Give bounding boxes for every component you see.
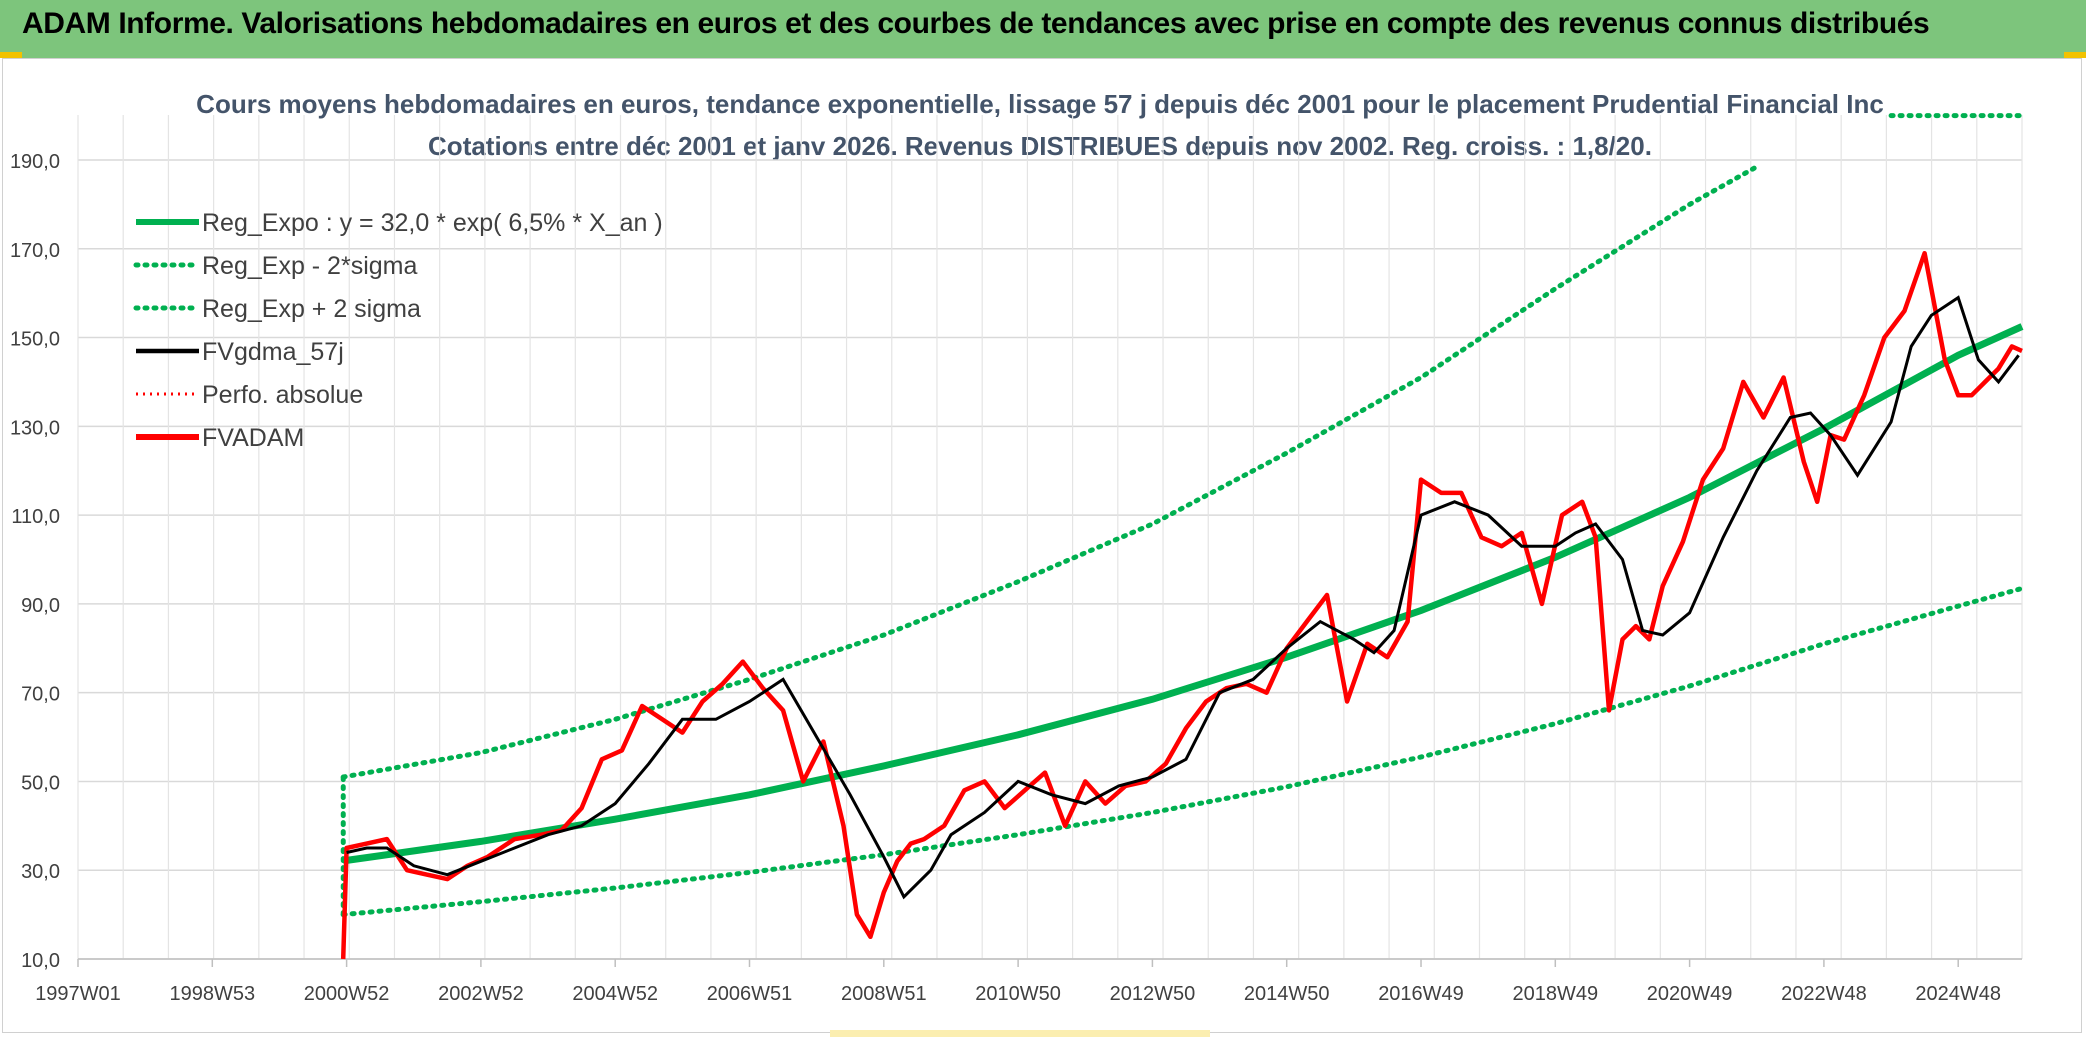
y-tick-label: 150,0 xyxy=(10,329,60,351)
report-title: ADAM Informe. Valorisations hebdomadaire… xyxy=(22,7,1930,40)
banner-accent-left xyxy=(0,52,22,58)
legend-label-smooth: FVgdma_57j xyxy=(202,338,344,366)
x-tick-label: 2004W52 xyxy=(572,983,658,1005)
bottom-accent xyxy=(830,1030,1210,1037)
x-tick-label: 2022W48 xyxy=(1781,983,1867,1005)
y-tick-label: 170,0 xyxy=(10,240,60,262)
legend-label-reg: Reg_Expo : y = 32,0 * exp( 6,5% * X_an ) xyxy=(202,209,663,237)
x-tick-label: 2000W52 xyxy=(304,983,390,1005)
title-banner: ADAM Informe. Valorisations hebdomadaire… xyxy=(0,0,2086,58)
chart-title: Cours moyens hebdomadaires en euros, ten… xyxy=(196,89,1884,119)
x-tick-label: 2006W51 xyxy=(707,983,793,1005)
legend-label-high: Reg_Exp + 2 sigma xyxy=(202,295,421,323)
x-tick-label: 2010W50 xyxy=(975,983,1061,1005)
series-low xyxy=(340,585,2025,918)
y-tick-label: 110,0 xyxy=(11,506,60,528)
y-tick-label: 10,0 xyxy=(21,950,60,972)
y-tick-label: 70,0 xyxy=(21,684,60,706)
chart-subtitle: Cotations entre déc 2001 et janv 2026. R… xyxy=(428,131,1652,161)
series-fvadam xyxy=(340,250,2023,960)
y-tick-label: 190,0 xyxy=(10,151,60,173)
banner-accent-right xyxy=(2064,52,2086,58)
x-tick-label: 2016W49 xyxy=(1378,983,1464,1005)
x-tick-label: 2012W50 xyxy=(1110,983,1196,1005)
legend-label-low: Reg_Exp - 2*sigma xyxy=(202,252,417,280)
axes: 10,0 30,0 50,0 70,0 90,0 110,0 130,0 150,0 170,0… xyxy=(10,151,2022,1005)
series-layer xyxy=(340,113,2025,960)
y-tick-label: 30,0 xyxy=(21,861,60,883)
x-tick-label: 2020W49 xyxy=(1647,983,1733,1005)
series-high xyxy=(340,164,1760,780)
x-tick-label: 2014W50 xyxy=(1244,983,1330,1005)
y-tick-label: 130,0 xyxy=(10,417,60,439)
legend-label-fvadam: FVADAM xyxy=(202,424,304,452)
legend-label-perf: Perfo. absolue xyxy=(202,381,363,409)
x-tick-label: 1998W53 xyxy=(169,983,255,1005)
y-tick-label: 90,0 xyxy=(21,595,60,617)
grid xyxy=(77,115,2023,960)
x-tick-label: 2002W52 xyxy=(438,983,524,1005)
series-reg xyxy=(342,323,2024,865)
x-tick-label: 2018W49 xyxy=(1512,983,1598,1005)
x-tick-label: 2008W51 xyxy=(841,983,927,1005)
series-smooth xyxy=(346,295,2020,900)
x-tick-label: 2024W48 xyxy=(1915,983,2001,1005)
x-tick-label: 1997W01 xyxy=(35,983,121,1005)
legend: Reg_Expo : y = 32,0 * exp( 6,5% * X_an )… xyxy=(133,209,663,452)
y-tick-label: 50,0 xyxy=(21,772,60,794)
